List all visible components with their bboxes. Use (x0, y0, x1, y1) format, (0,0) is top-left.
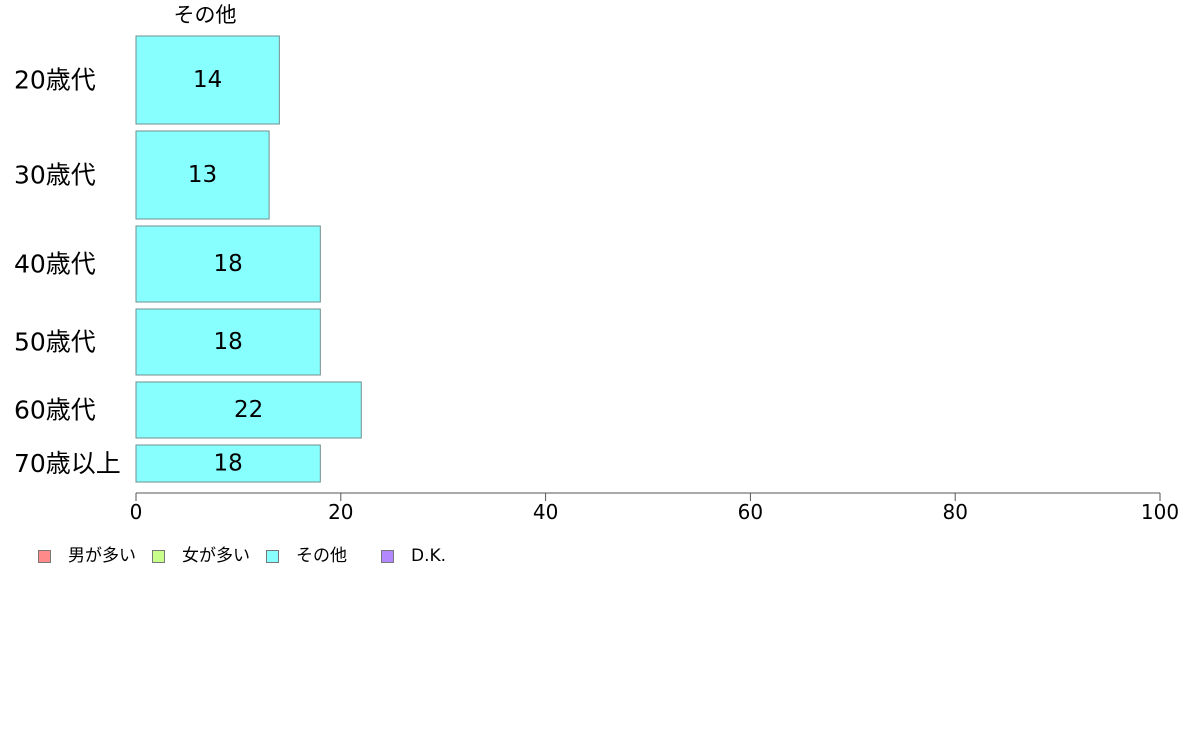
bar-other-60s (135, 381, 362, 439)
data-label-20s: 14 (193, 67, 222, 93)
stacked-bar-chart: その他 20歳代 14 30歳代 13 40歳代 18 50歳代 18 60歳代 22 70歳以上 1… (14, 3, 1179, 524)
bar-other-30s (135, 130, 270, 220)
x-tick-label-40: 40 (533, 500, 558, 524)
data-label-40s: 18 (214, 251, 243, 277)
bar-other-40s (135, 225, 321, 303)
bar-other-20s (135, 35, 280, 125)
legend-swatch-dk (381, 549, 394, 563)
x-tick-label-100: 100 (1141, 500, 1179, 524)
legend-swatch-male (38, 549, 51, 563)
legend-item-female: 女が多い (152, 545, 250, 567)
x-tick-label-80: 80 (942, 500, 967, 524)
data-label-50s: 18 (214, 329, 243, 355)
x-tick-label-0: 0 (130, 500, 143, 524)
bar-other-50s (135, 308, 321, 376)
category-label-50s: 50歳代 (14, 328, 96, 357)
data-label-70plus: 18 (214, 451, 243, 477)
data-label-30s: 13 (188, 162, 217, 188)
legend-label-other: その他 (296, 546, 347, 566)
category-label-60s: 60歳代 (14, 396, 96, 425)
x-tick-label-60: 60 (738, 500, 763, 524)
x-tick-label-20: 20 (328, 500, 353, 524)
legend-swatch-female (152, 549, 165, 563)
category-label-40s: 40歳代 (14, 250, 96, 279)
x-axis: 0 20 40 60 80 100 (130, 492, 1179, 524)
bar-other-70plus (135, 444, 321, 483)
legend-item-dk: D.K. (381, 545, 446, 567)
legend-label-female: 女が多い (182, 546, 250, 566)
legend-swatch-other (266, 549, 279, 563)
legend: 男が多い 女が多い その他 D.K. (38, 545, 462, 567)
legend-label-male: 男が多い (68, 546, 136, 566)
category-label-30s: 30歳代 (14, 161, 96, 190)
legend-item-other: その他 (266, 545, 347, 567)
category-label-20s: 20歳代 (14, 66, 96, 95)
legend-item-male: 男が多い (38, 545, 136, 567)
column-header: その他 (174, 3, 237, 27)
bars-group: 20歳代 14 30歳代 13 40歳代 18 50歳代 18 60歳代 22 70歳以上 18 (14, 35, 362, 483)
category-label-70plus: 70歳以上 (14, 449, 121, 478)
legend-label-dk: D.K. (411, 546, 447, 566)
data-label-60s: 22 (234, 397, 263, 423)
